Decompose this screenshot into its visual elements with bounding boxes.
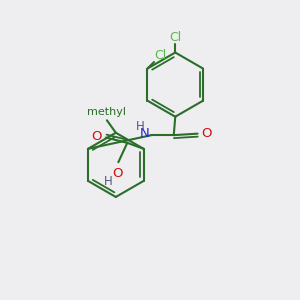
- Text: methyl: methyl: [87, 107, 126, 117]
- Text: H: H: [136, 120, 145, 133]
- Text: O: O: [202, 127, 212, 140]
- Text: H: H: [103, 175, 112, 188]
- Text: Cl: Cl: [154, 49, 166, 62]
- Text: O: O: [112, 167, 122, 180]
- Text: O: O: [91, 130, 102, 143]
- Text: Cl: Cl: [169, 31, 182, 44]
- Text: N: N: [140, 128, 150, 140]
